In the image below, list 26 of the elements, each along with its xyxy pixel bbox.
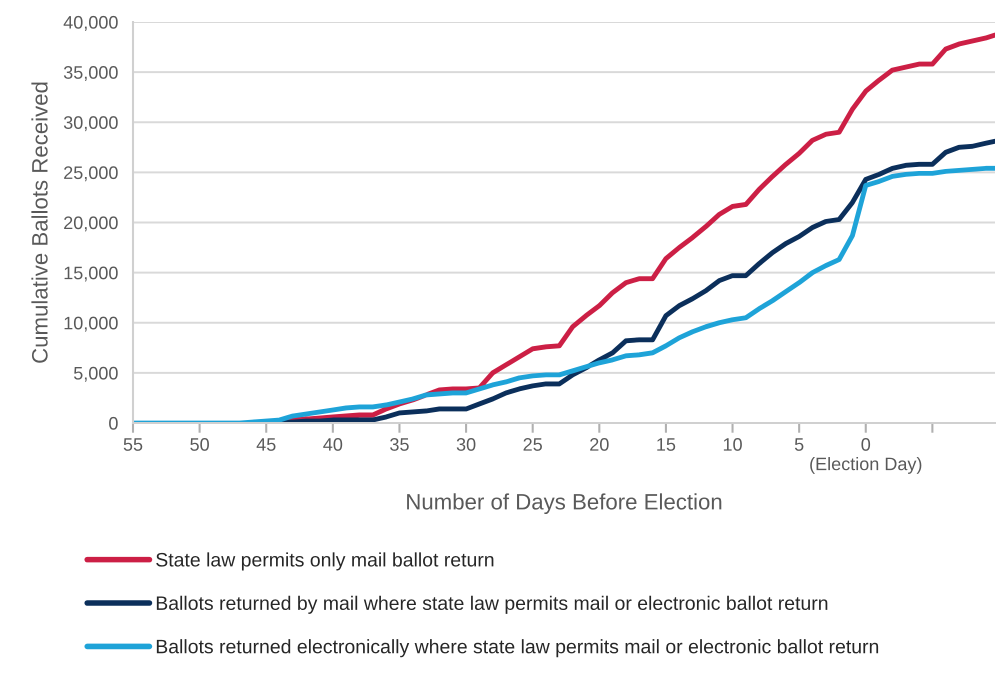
x-tick-label: 45 xyxy=(256,438,276,451)
x-tick-label: 40 xyxy=(323,438,342,451)
x-tick-label: 15 xyxy=(657,438,676,451)
y-tick-label: 10,000 xyxy=(64,316,118,332)
legend-label: Ballots returned by mail where state law permits mail or electronic ballot return xyxy=(156,596,828,614)
x-tick-label: 35 xyxy=(390,438,409,451)
x-tick-label: 10 xyxy=(724,438,742,451)
x-tick-label: 20 xyxy=(590,438,609,451)
y-tick-label: 25,000 xyxy=(64,166,118,182)
y-tick-label: 35,000 xyxy=(64,66,118,81)
legend-label: State law permits only mail ballot return xyxy=(156,552,494,570)
x-tick-label: 55 xyxy=(124,438,142,451)
y-tick-label: 20,000 xyxy=(64,216,118,232)
y-tick-label: 5,000 xyxy=(74,366,118,382)
y-tick-label: 0 xyxy=(109,416,118,430)
x-tick-label: 50 xyxy=(190,438,209,451)
y-tick-label: 30,000 xyxy=(64,116,118,132)
legend-label: Ballots returned electronically where state law permits mail or electronic ballot return xyxy=(156,639,878,658)
x-tick-label: 25 xyxy=(524,438,542,451)
x-tick-label: 5 xyxy=(794,438,804,451)
x-tick-label: 0 (Election Day) xyxy=(810,438,922,474)
y-tick-label: 40,000 xyxy=(64,16,118,31)
y-tick-label: 15,000 xyxy=(64,266,118,282)
x-axis-title: Number of Days Before Election xyxy=(407,493,722,514)
x-tick-label: 30 xyxy=(456,438,476,451)
y-axis-title: Cumulative Ballots Received xyxy=(31,82,48,363)
